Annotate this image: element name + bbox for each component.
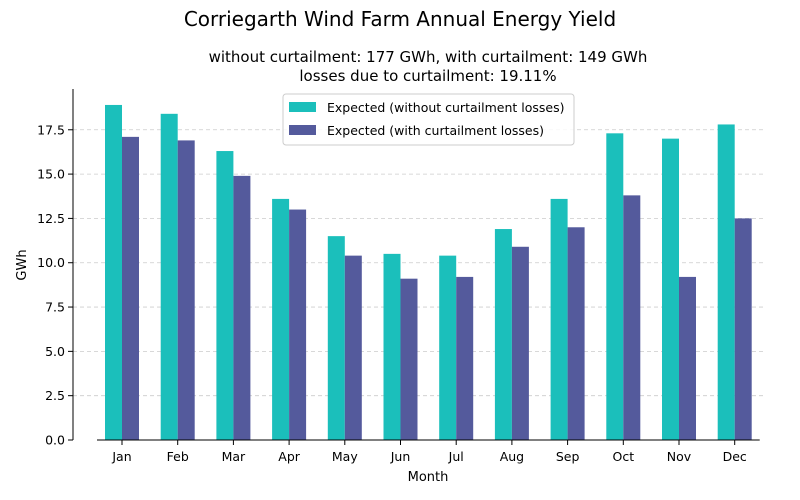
- legend-swatch-without-curtailment: [289, 102, 316, 112]
- x-tick-label-may: May: [332, 449, 358, 464]
- y-tick-label: 5.0: [45, 344, 65, 359]
- y-tick-label: 0.0: [45, 433, 65, 448]
- x-axis-label: Month: [408, 470, 449, 485]
- x-tick-label-aug: Aug: [500, 449, 524, 464]
- x-axis: Jan Feb Mar Apr May Jun Jul Aug Sep Oct Nov Dec: [97, 439, 760, 464]
- y-tick-label: 17.5: [37, 122, 65, 137]
- bar-without-curtailment-sep: [550, 198, 568, 440]
- bar-with-curtailment-jul: [456, 276, 474, 440]
- legend-label-without-curtailment: Expected (without curtailment losses): [327, 100, 564, 115]
- x-tick-label-sep: Sep: [556, 449, 580, 464]
- x-tick-label-oct: Oct: [612, 449, 634, 464]
- x-tick-label-jul: Jul: [448, 449, 464, 464]
- y-tick-label: 12.5: [37, 211, 65, 226]
- bar-without-curtailment-oct: [606, 133, 624, 440]
- legend-label-with-curtailment: Expected (with curtailment losses): [327, 123, 544, 138]
- bar-without-curtailment-jun: [383, 253, 401, 440]
- bar-with-curtailment-aug: [511, 246, 529, 440]
- bar-with-curtailment-oct: [623, 195, 641, 440]
- y-axis: 0.0 2.5 5.0 7.5 10.0 12.5 15.0 17.5: [37, 89, 74, 448]
- bar-without-curtailment-jul: [439, 255, 457, 440]
- bar-with-curtailment-mar: [233, 175, 251, 440]
- chart-subtitle-line-2: losses due to curtailment: 19.11%: [299, 67, 556, 85]
- legend-frame: [282, 93, 575, 146]
- bar-with-curtailment-feb: [177, 140, 195, 440]
- x-tick-label-dec: Dec: [723, 449, 747, 464]
- y-axis-label: GWh: [15, 249, 30, 280]
- x-tick-label-nov: Nov: [667, 449, 692, 464]
- bar-without-curtailment-dec: [717, 124, 735, 441]
- bar-with-curtailment-sep: [567, 227, 585, 440]
- bar-with-curtailment-dec: [734, 218, 752, 440]
- bars: [105, 104, 752, 441]
- x-tick-label-feb: Feb: [167, 449, 189, 464]
- x-tick-label-apr: Apr: [278, 449, 300, 464]
- bar-without-curtailment-mar: [216, 151, 234, 440]
- chart-subtitle-line-1: without curtailment: 177 GWh, with curta…: [209, 48, 648, 66]
- bar-without-curtailment-may: [327, 236, 345, 440]
- y-tick-label: 15.0: [37, 167, 65, 182]
- y-tick-label: 2.5: [45, 388, 65, 403]
- x-tick-label-jun: Jun: [390, 449, 411, 464]
- y-tick-label: 7.5: [45, 300, 65, 315]
- bar-with-curtailment-nov: [679, 276, 696, 440]
- legend-swatch-with-curtailment: [289, 125, 316, 135]
- bar-without-curtailment-apr: [272, 198, 290, 440]
- x-tick-label-jan: Jan: [111, 449, 131, 464]
- bar-without-curtailment-aug: [494, 229, 512, 440]
- bar-without-curtailment-jan: [105, 104, 122, 441]
- x-tick-label-mar: Mar: [222, 449, 246, 464]
- bar-with-curtailment-jan: [122, 136, 139, 440]
- legend: Expected (without curtailment losses) Ex…: [282, 93, 575, 146]
- bar-without-curtailment-nov: [662, 138, 679, 441]
- chart-title: Corriegarth Wind Farm Annual Energy Yiel…: [184, 7, 616, 31]
- bar-with-curtailment-apr: [289, 209, 307, 440]
- bar-with-curtailment-jun: [400, 278, 418, 440]
- bar-without-curtailment-feb: [160, 113, 178, 441]
- y-tick-label: 10.0: [37, 255, 65, 270]
- bar-with-curtailment-may: [344, 255, 362, 440]
